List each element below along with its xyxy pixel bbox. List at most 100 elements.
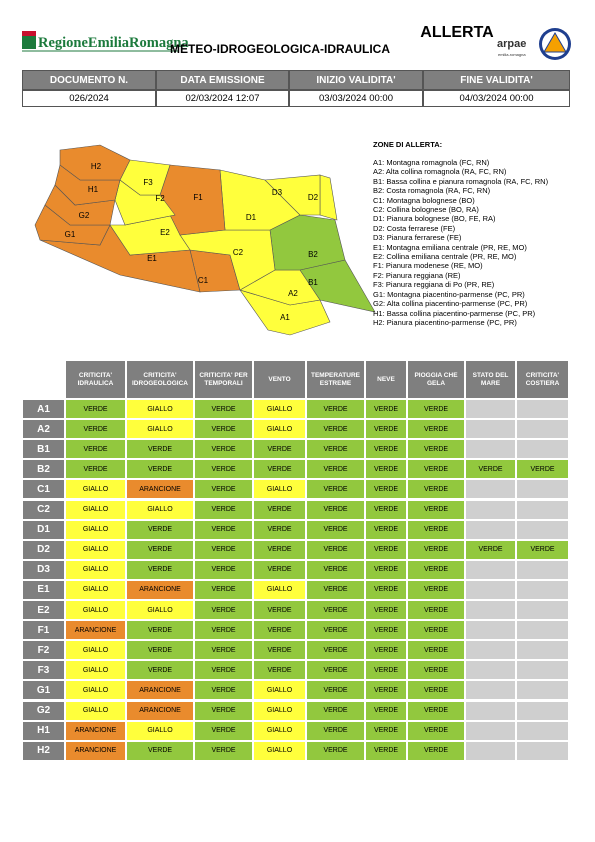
level-cell: VERDE xyxy=(365,499,407,520)
empty-cell xyxy=(516,620,569,641)
level-cell: VERDE xyxy=(126,559,194,580)
level-cell: VERDE xyxy=(407,600,465,620)
level-cell: VERDE xyxy=(365,700,407,721)
zone-label: B2 xyxy=(308,250,318,259)
level-cell: VERDE xyxy=(194,479,253,500)
row-header: A1 xyxy=(22,399,65,419)
level-cell: VERDE xyxy=(365,620,407,641)
level-cell: VERDE xyxy=(253,499,306,520)
row-header: D2 xyxy=(22,539,65,560)
zone-item: B1: Bassa collina e pianura romagnola (R… xyxy=(373,176,549,186)
zone-label: C1 xyxy=(198,276,209,285)
level-cell: GIALLO xyxy=(126,600,194,620)
level-cell: VERDE xyxy=(306,519,365,540)
zone-item: B2: Costa romagnola (RA, FC, RN) xyxy=(373,186,491,196)
row-header: E1 xyxy=(22,579,65,600)
doc-header: DOCUMENTO N. xyxy=(22,70,156,90)
level-cell: VERDE xyxy=(365,519,407,540)
level-cell: GIALLO xyxy=(65,600,126,620)
empty-cell xyxy=(465,399,516,419)
empty-cell xyxy=(465,700,516,721)
empty-cell xyxy=(465,419,516,440)
level-cell: VERDE xyxy=(306,700,365,721)
empty-cell xyxy=(516,660,569,681)
empty-cell xyxy=(516,479,569,500)
empty-cell xyxy=(465,499,516,520)
zone-item: G2: Alta collina piacentino-parmense (PC… xyxy=(373,299,528,309)
col-header: VENTO xyxy=(253,360,306,399)
level-cell: VERDE xyxy=(306,740,365,761)
level-cell: GIALLO xyxy=(253,479,306,500)
level-cell: GIALLO xyxy=(65,579,126,600)
level-cell: VERDE xyxy=(407,419,465,440)
level-cell: VERDE xyxy=(407,439,465,460)
doc-value: 04/03/2024 00:00 xyxy=(423,90,570,107)
level-cell: VERDE xyxy=(126,740,194,761)
empty-cell xyxy=(516,519,569,540)
level-cell: GIALLO xyxy=(253,419,306,440)
col-header: CRITICITA' COSTIERA xyxy=(516,360,569,399)
level-cell: ARANCIONE xyxy=(65,740,126,761)
doc-value: 026/2024 xyxy=(22,90,156,107)
row-header: D1 xyxy=(22,519,65,540)
empty-cell xyxy=(516,499,569,520)
level-cell: GIALLO xyxy=(65,479,126,500)
level-cell: VERDE xyxy=(194,600,253,620)
level-cell: VERDE xyxy=(65,419,126,440)
empty-cell xyxy=(465,559,516,580)
level-cell: VERDE xyxy=(516,459,569,480)
level-cell: VERDE xyxy=(407,640,465,661)
level-cell: VERDE xyxy=(194,720,253,741)
zones-list: A1: Montagna romagnola (FC, RN) A2: Alta … xyxy=(373,158,548,327)
zone-label: E2 xyxy=(160,228,170,237)
col-header: CRITICITA' PER TEMPORALI xyxy=(194,360,253,399)
level-cell: VERDE xyxy=(194,519,253,540)
level-cell: VERDE xyxy=(126,459,194,480)
empty-cell xyxy=(465,640,516,661)
zones-title: ZONE DI ALLERTA: xyxy=(373,140,443,149)
level-cell: VERDE xyxy=(194,700,253,721)
agency-logo: arpae xyxy=(497,38,526,50)
agency-region: emilia-romagna xyxy=(498,52,526,57)
level-cell: VERDE xyxy=(126,539,194,560)
level-cell: VERDE xyxy=(407,660,465,681)
corner xyxy=(22,360,65,399)
empty-cell xyxy=(465,620,516,641)
row-header: G2 xyxy=(22,700,65,721)
zone-label: D3 xyxy=(272,188,283,197)
row-header: C2 xyxy=(22,499,65,520)
level-cell: VERDE xyxy=(253,539,306,560)
level-cell: VERDE xyxy=(407,620,465,641)
level-cell: VERDE xyxy=(407,720,465,741)
level-cell: VERDE xyxy=(306,499,365,520)
empty-cell xyxy=(516,600,569,620)
level-cell: VERDE xyxy=(365,600,407,620)
civil-protection-logo xyxy=(543,32,567,53)
level-cell: VERDE xyxy=(365,439,407,460)
level-cell: VERDE xyxy=(194,559,253,580)
title: ALLERTA xyxy=(420,24,494,41)
row-header: H1 xyxy=(22,720,65,741)
level-cell: VERDE xyxy=(306,559,365,580)
level-cell: GIALLO xyxy=(126,499,194,520)
level-cell: VERDE xyxy=(365,559,407,580)
row-header: C1 xyxy=(22,479,65,500)
level-cell: VERDE xyxy=(253,459,306,480)
level-cell: VERDE xyxy=(65,439,126,460)
level-cell: GIALLO xyxy=(126,419,194,440)
empty-cell xyxy=(516,559,569,580)
subtitle: METEO-IDROGEOLOGICA-IDRAULICA xyxy=(170,42,390,56)
empty-cell xyxy=(516,579,569,600)
zone-area xyxy=(319,174,338,221)
zone-item: A2: Alta collina romagnola (RA, FC, RN) xyxy=(373,167,507,177)
level-cell: VERDE xyxy=(365,740,407,761)
level-cell: GIALLO xyxy=(65,660,126,681)
level-cell: VERDE xyxy=(306,579,365,600)
doc-value: 02/03/2024 12:07 xyxy=(156,90,289,107)
level-cell: VERDE xyxy=(65,399,126,419)
zone-label: G1 xyxy=(65,230,76,239)
level-cell: GIALLO xyxy=(253,680,306,701)
zone-item: H1: Bassa collina piacentino-parmense (P… xyxy=(373,308,536,318)
